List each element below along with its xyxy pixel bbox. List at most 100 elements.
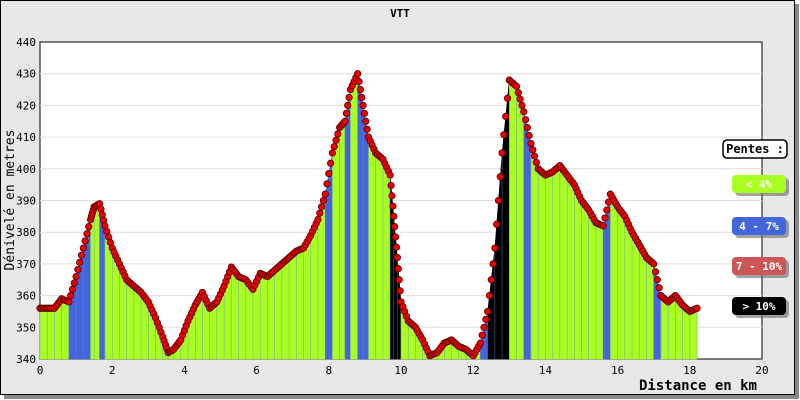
- profile-point: [68, 285, 77, 293]
- profile-point: [502, 112, 510, 121]
- slope-band: [238, 276, 247, 360]
- legend-item: 4 - 7%: [732, 217, 789, 238]
- profile-point: [489, 260, 497, 268]
- slope-band: [288, 250, 297, 360]
- profile-point: [388, 192, 396, 200]
- legend-item: < 4%: [732, 175, 789, 196]
- profile-point: [83, 230, 91, 238]
- profile-point: [651, 268, 660, 276]
- profile-point: [321, 190, 329, 198]
- y-tick-label: 400: [16, 163, 36, 176]
- profile-point: [390, 212, 398, 220]
- x-tick-label: 8: [325, 364, 332, 377]
- profile-point: [67, 291, 75, 300]
- profile-point: [316, 209, 324, 217]
- profile-point: [76, 258, 84, 266]
- profile-point: [500, 131, 508, 139]
- profile-point: [650, 260, 658, 268]
- slope-band: [93, 203, 100, 360]
- profile-point: [653, 276, 661, 284]
- profile-point: [355, 78, 363, 86]
- profile-point: [327, 159, 335, 167]
- profile-point: [81, 237, 89, 245]
- profile-point: [525, 131, 533, 140]
- legend-item: > 10%: [732, 297, 789, 318]
- profile-point: [527, 139, 535, 148]
- x-tick-label: 16: [611, 364, 624, 377]
- legend-swatch: [732, 257, 786, 275]
- slope-band: [382, 159, 391, 360]
- profile-point: [359, 101, 367, 110]
- profile-point: [334, 130, 342, 138]
- slope-band: [46, 308, 55, 360]
- profile-point: [389, 202, 397, 210]
- profile-point: [478, 331, 486, 339]
- profile-point: [314, 215, 322, 224]
- slope-band: [133, 285, 142, 360]
- profile-point: [496, 173, 504, 181]
- profile-point: [514, 89, 522, 97]
- x-tick-label: 18: [683, 364, 696, 377]
- slope-band: [126, 279, 135, 360]
- slope-band: [581, 199, 589, 360]
- profile-point: [393, 253, 401, 262]
- slope-band: [274, 263, 283, 360]
- profile-point: [325, 169, 333, 178]
- y-tick-label: 390: [16, 195, 36, 208]
- legend-swatch: [732, 217, 786, 235]
- profile-point: [520, 108, 528, 116]
- profile-point: [332, 136, 340, 144]
- y-tick-label: 370: [16, 258, 36, 271]
- profile-point: [354, 70, 362, 78]
- slope-band: [595, 222, 604, 360]
- profile-point: [362, 117, 370, 125]
- y-tick-label: 410: [16, 131, 36, 144]
- profile-point: [85, 223, 93, 231]
- x-tick-labels: 0 2 4 6 8 10 12 14 16 18 20: [37, 364, 769, 377]
- slope-band: [639, 243, 647, 360]
- profile-point: [356, 85, 364, 94]
- y-tick-label: 340: [16, 353, 36, 366]
- profile-point: [360, 109, 369, 117]
- profile-point: [655, 284, 663, 292]
- profile-point: [77, 251, 86, 259]
- slope-band: [350, 73, 358, 360]
- profile-point: [341, 117, 349, 125]
- slope-band: [267, 269, 275, 360]
- profile-point: [323, 180, 331, 188]
- slope-band: [689, 307, 698, 360]
- profile-point: [494, 196, 503, 205]
- slope-band: [624, 216, 633, 360]
- legend-item: 7 - 10%: [732, 257, 789, 278]
- profile-point: [396, 287, 404, 295]
- profile-point: [72, 272, 80, 281]
- y-tick-labels: 340 350 360 370 380 390 400 410 420 430 440: [16, 36, 36, 366]
- x-tick-label: 12: [467, 364, 480, 377]
- slope-band: [339, 120, 346, 360]
- y-tick-label: 360: [16, 290, 36, 303]
- slope-band: [259, 273, 268, 360]
- slope-band: [296, 247, 304, 360]
- profile-markers: [36, 70, 701, 360]
- profile-point: [603, 206, 611, 214]
- profile-point: [342, 109, 350, 117]
- slope-band: [368, 136, 376, 360]
- profile-point: [395, 276, 403, 284]
- slope-bands: [39, 73, 698, 360]
- profile-point: [392, 243, 401, 251]
- legend: Pentes : < 4% 4 - 7% 7 - 10% > 10%: [722, 139, 789, 318]
- legend-swatch: [732, 297, 786, 315]
- slope-band: [375, 152, 384, 360]
- legend-swatch: [732, 175, 786, 193]
- profile-point: [601, 214, 609, 222]
- slope-band: [559, 164, 568, 360]
- slope-band: [566, 174, 575, 360]
- profile-point: [345, 93, 353, 102]
- slope-band: [537, 168, 546, 360]
- profile-point: [317, 203, 326, 211]
- legend-label: > 10%: [742, 300, 775, 313]
- profile-point: [394, 265, 402, 273]
- x-tick-label: 10: [394, 364, 407, 377]
- profile-point: [521, 116, 530, 124]
